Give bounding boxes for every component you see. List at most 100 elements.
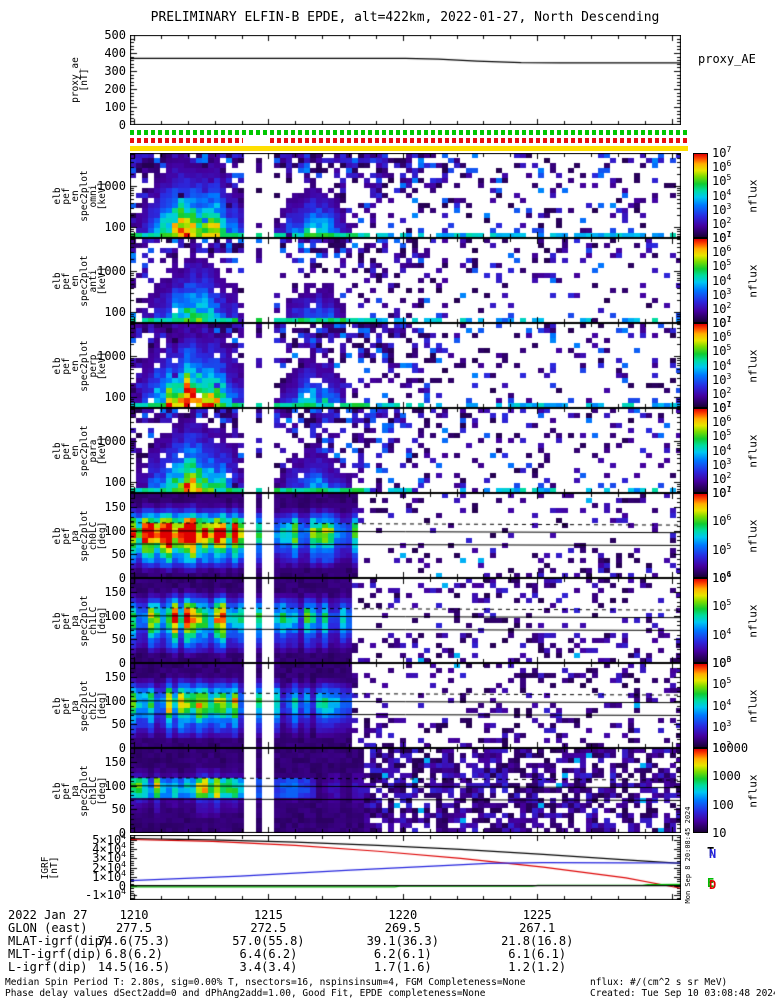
ephemeris-label-0: GLON (east) bbox=[8, 921, 88, 935]
elb_pef_en_spec2plot_perp-cbtick-2: 105 bbox=[712, 343, 732, 359]
igrf-legend-D: D bbox=[709, 878, 717, 892]
date-label: 2022 Jan 27 bbox=[8, 908, 88, 922]
ephemeris-label-1: MLAT-igrf(dip) bbox=[8, 934, 110, 948]
elb_pef_pa_spec2plot_ch0LC-ytick-1: 100 bbox=[104, 523, 126, 538]
elb_pef_en_spec2plot_anti-cbtick-1: 106 bbox=[712, 244, 732, 260]
ephemeris-value-3-0: 14.5(16.5) bbox=[97, 960, 171, 974]
elb_pef_en_spec2plot_omni-cbtick-3: 104 bbox=[712, 187, 732, 203]
footer-nflux-units: nflux: #/(cm^2 s sr MeV) bbox=[590, 977, 728, 988]
elb_pef_en_spec2plot_para-heatmap-canvas bbox=[130, 408, 681, 493]
ephemeris-value-3-1: 3.4(3.4) bbox=[239, 960, 298, 974]
igrf-ytick-6: -1×104 bbox=[85, 886, 126, 902]
elb_pef_pa_spec2plot_ch1LC-ytick-2: 50 bbox=[111, 632, 126, 647]
elb_pef_pa_spec2plot_ch3LC-cbtick-2: 100 bbox=[712, 797, 734, 812]
elb_pef_en_spec2plot_omni-heatmap-canvas bbox=[130, 153, 681, 238]
ephemeris-value-2-0: 6.8(6.2) bbox=[105, 947, 163, 961]
igrf-ytick-3: 2×104 bbox=[92, 859, 126, 875]
footer-created-timestamp: Created: Tue Sep 10 03:08:48 2024 bbox=[590, 988, 775, 999]
elb_pef_pa_spec2plot_ch1LC-cbtick-1: 105 bbox=[712, 598, 732, 614]
ephemeris-value-1-3: 21.8(16.8) bbox=[501, 934, 574, 948]
elb_pef_en_spec2plot_perp-ylabel: elb pef en spec2plot perp [keV] bbox=[52, 339, 108, 392]
elb_pef_pa_spec2plot_ch0LC-ytick-0: 150 bbox=[104, 500, 126, 515]
elb_pef_pa_spec2plot_ch3LC-cbtick-0: 10000 bbox=[712, 741, 749, 755]
elb_pef_en_spec2plot_omni-cbtick-5: 102 bbox=[712, 215, 732, 231]
elb_pef_pa_spec2plot_ch1LC-cbtick-0: 106 bbox=[712, 570, 732, 586]
elb_pef_en_spec2plot_perp-heatmap-canvas bbox=[130, 323, 681, 408]
igrf-canvas bbox=[130, 835, 681, 900]
elb_pef_pa_spec2plot_ch1LC-cb-unit: nflux bbox=[746, 603, 760, 638]
elb_pef_pa_spec2plot_ch3LC-cbtick-3: 10 bbox=[712, 826, 727, 840]
elb_pef_en_spec2plot_perp-ytick-1: 100 bbox=[104, 390, 126, 405]
elb_pef_en_spec2plot_anti-ytick-0: 1000 bbox=[97, 264, 126, 279]
elb_pef_en_spec2plot_para-cbtick-2: 105 bbox=[712, 428, 732, 444]
elb_pef_en_spec2plot_anti-cbtick-5: 102 bbox=[712, 300, 732, 316]
elb_pef_en_spec2plot_anti-cbtick-2: 105 bbox=[712, 258, 732, 274]
time-tick-label-1210: 1210 bbox=[119, 908, 149, 922]
red-flag-gap bbox=[242, 138, 267, 143]
ephemeris-value-2-1: 6.4(6.2) bbox=[239, 947, 298, 961]
ephemeris-value-0-1: 272.5 bbox=[250, 921, 287, 935]
elb_pef_pa_spec2plot_ch3LC-cbtick-1: 1000 bbox=[712, 769, 741, 784]
elb_pef_pa_spec2plot_ch2LC-colorbar bbox=[693, 663, 708, 748]
footer-line-2: Phase delay values dSect2add=0 and dPhAn… bbox=[5, 988, 486, 999]
elb_pef_en_spec2plot_anti-ytick-1: 100 bbox=[104, 305, 126, 320]
proxy-ytick-3: 200 bbox=[104, 82, 126, 96]
elb_pef_en_spec2plot_omni-cbtick-4: 103 bbox=[712, 201, 732, 217]
elb_pef_pa_spec2plot_ch1LC-cbtick-3: 103 bbox=[712, 655, 732, 671]
igrf-legend-N: N bbox=[709, 847, 717, 861]
elb_pef_en_spec2plot_perp-cbtick-1: 106 bbox=[712, 329, 732, 345]
elb_pef_en_spec2plot_perp-cbtick-5: 102 bbox=[712, 385, 732, 401]
igrf-ytick-1: 4×104 bbox=[92, 841, 126, 857]
elb_pef_en_spec2plot_anti-heatmap-canvas bbox=[130, 238, 681, 323]
elb_pef_en_spec2plot_para-ytick-1: 100 bbox=[104, 475, 126, 490]
igrf-ytick-5: 0 bbox=[118, 878, 126, 893]
elb_pef_pa_spec2plot_ch1LC-ytick-0: 150 bbox=[104, 585, 126, 600]
science-zone-flag-green bbox=[130, 130, 688, 135]
elb_pef_pa_spec2plot_ch0LC-heatmap-canvas bbox=[130, 493, 681, 578]
elb_pef_en_spec2plot_anti-cbtick-4: 103 bbox=[712, 286, 732, 302]
elb_pef_pa_spec2plot_ch3LC-ytick-0: 150 bbox=[104, 755, 126, 770]
page-title: PRELIMINARY ELFIN-B EPDE, alt=422km, 202… bbox=[150, 10, 660, 25]
elb_pef_en_spec2plot_perp-cbtick-3: 104 bbox=[712, 357, 732, 373]
elb_pef_en_spec2plot_para-ytick-0: 1000 bbox=[97, 434, 126, 449]
elb_pef_en_spec2plot_omni-ylabel: elb pef en spec2plot omni [keV] bbox=[52, 169, 108, 222]
elb_pef_pa_spec2plot_ch3LC-colorbar bbox=[693, 748, 708, 833]
elb_pef_en_spec2plot_para-cbtick-1: 106 bbox=[712, 414, 732, 430]
elb_pef_en_spec2plot_para-cbtick-6: 101 bbox=[712, 485, 732, 501]
elb_pef_en_spec2plot_omni-colorbar bbox=[693, 153, 708, 238]
elb_pef_pa_spec2plot_ch2LC-cbtick-1: 105 bbox=[712, 676, 732, 692]
elb_pef_pa_spec2plot_ch2LC-cb-unit: nflux bbox=[746, 688, 760, 723]
elb_pef_en_spec2plot_anti-cbtick-6: 101 bbox=[712, 315, 732, 331]
elb_pef_pa_spec2plot_ch3LC-ytick-3: 0 bbox=[118, 826, 126, 840]
elb_pef_pa_spec2plot_ch0LC-cb-unit: nflux bbox=[746, 518, 760, 553]
ephemeris-value-1-2: 39.1(36.3) bbox=[366, 934, 439, 948]
ephemeris-value-2-2: 6.2(6.1) bbox=[373, 947, 432, 961]
elb_pef_en_spec2plot_omni-cbtick-2: 105 bbox=[712, 173, 732, 189]
elb_pef_en_spec2plot_para-cbtick-0: 107 bbox=[712, 400, 732, 416]
science-zone-flag-red bbox=[130, 138, 688, 143]
elb_pef_en_spec2plot_omni-ytick-1: 100 bbox=[104, 220, 126, 235]
elb_pef_pa_spec2plot_ch1LC-cbtick-2: 104 bbox=[712, 626, 732, 642]
ephemeris-value-2-3: 6.1(6.1) bbox=[508, 947, 567, 961]
elb_pef_pa_spec2plot_ch2LC-ytick-0: 150 bbox=[104, 670, 126, 685]
proxy-ytick-1: 400 bbox=[104, 46, 126, 60]
ephemeris-label-3: L-igrf(dip) bbox=[8, 960, 88, 974]
time-tick-label-1215: 1215 bbox=[253, 908, 283, 922]
elb_pef_en_spec2plot_perp-cbtick-6: 101 bbox=[712, 400, 732, 416]
elb_pef_pa_spec2plot_ch2LC-cbtick-3: 103 bbox=[712, 718, 732, 734]
elb_pef_pa_spec2plot_ch3LC-ytick-1: 100 bbox=[104, 778, 126, 793]
elb_pef_en_spec2plot_perp-ytick-0: 1000 bbox=[97, 349, 126, 364]
igrf-ytick-4: 1×104 bbox=[92, 868, 126, 884]
quality-flag-yellow bbox=[130, 146, 688, 151]
elb_pef_pa_spec2plot_ch3LC-heatmap-canvas bbox=[130, 748, 681, 833]
elb_pef_pa_spec2plot_ch1LC-ytick-3: 0 bbox=[118, 656, 126, 670]
elb_pef_en_spec2plot_omni-cbtick-0: 107 bbox=[712, 145, 732, 161]
elb_pef_en_spec2plot_para-ylabel: elb pef en spec2plot para [keV] bbox=[52, 424, 108, 477]
proxy-ae-right-label: proxy_AE bbox=[698, 52, 756, 66]
elb_pef_pa_spec2plot_ch0LC-ytick-2: 50 bbox=[111, 547, 126, 562]
ephemeris-value-3-2: 1.7(1.6) bbox=[373, 960, 432, 974]
elb_pef_pa_spec2plot_ch0LC-cbtick-0: 107 bbox=[712, 485, 732, 501]
proxy-ytick-2: 300 bbox=[104, 64, 126, 78]
